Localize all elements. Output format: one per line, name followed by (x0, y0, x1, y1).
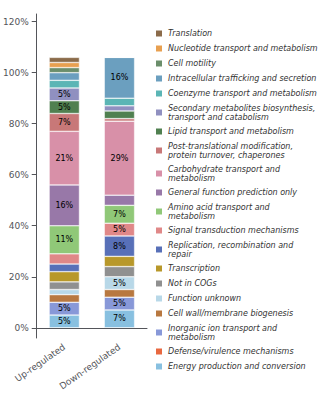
svg-text:7%: 7% (113, 314, 126, 323)
svg-text:Function unknown: Function unknown (168, 294, 241, 303)
svg-text:80%: 80% (9, 119, 29, 129)
svg-text:General function prediction on: General function prediction only (168, 188, 297, 197)
svg-text:Secondary metabolites biosynth: Secondary metabolites biosynthesis, (168, 104, 318, 113)
svg-text:20%: 20% (9, 272, 29, 282)
svg-text:Lipid transport and metabolism: Lipid transport and metabolism (168, 127, 294, 136)
svg-text:Replication, recombination and: Replication, recombination and (168, 241, 296, 250)
svg-text:5%: 5% (113, 279, 126, 288)
svg-text:120%: 120% (3, 17, 29, 27)
svg-text:Transcription: Transcription (168, 264, 220, 273)
svg-text:5%: 5% (58, 317, 71, 326)
svg-text:Cell wall/membrane biogenesis: Cell wall/membrane biogenesis (168, 309, 293, 318)
svg-text:5%: 5% (113, 225, 126, 234)
svg-text:Nucleotide transport and metab: Nucleotide transport and metabolism (168, 44, 318, 53)
svg-text:11%: 11% (55, 235, 73, 244)
svg-text:40%: 40% (9, 221, 29, 231)
svg-text:Inorganic ion transport and: Inorganic ion transport and (168, 324, 280, 333)
svg-text:5%: 5% (113, 299, 126, 308)
svg-text:8%: 8% (113, 242, 126, 251)
svg-text:5%: 5% (58, 90, 71, 99)
svg-text:Post-translational modificatio: Post-translational modification, (168, 142, 295, 151)
svg-text:Up-regulated: Up-regulated (13, 342, 67, 384)
svg-text:7%: 7% (113, 210, 126, 219)
svg-text:Coenzyme transport and metabol: Coenzyme transport and metabolism (168, 89, 317, 98)
svg-text:Intracellular trafficking and: Intracellular trafficking and secretion (168, 74, 316, 83)
svg-text:29%: 29% (111, 154, 129, 163)
svg-text:0%: 0% (14, 323, 29, 333)
svg-text:repair: repair (168, 250, 192, 259)
svg-text:5%: 5% (58, 103, 71, 112)
svg-text:Not in COGs: Not in COGs (168, 279, 217, 288)
svg-text:metabolism: metabolism (168, 174, 215, 183)
svg-text:16%: 16% (55, 201, 73, 210)
svg-text:Signal transduction mechanisms: Signal transduction mechanisms (168, 226, 299, 235)
svg-text:Down-regulated: Down-regulated (58, 342, 123, 392)
svg-text:metabolism: metabolism (168, 212, 215, 221)
svg-text:16%: 16% (111, 73, 129, 82)
svg-text:Translation: Translation (168, 29, 212, 38)
svg-text:60%: 60% (9, 170, 29, 180)
svg-text:Carbohydrate transport and: Carbohydrate transport and (168, 165, 283, 174)
svg-text:21%: 21% (55, 154, 73, 163)
svg-text:metabolism: metabolism (168, 333, 215, 342)
svg-text:100%: 100% (3, 68, 29, 78)
svg-text:7%: 7% (58, 118, 71, 127)
svg-text:protein turnover, chaperones: protein turnover, chaperones (167, 151, 285, 160)
svg-text:Cell motility: Cell motility (168, 59, 216, 68)
svg-text:Defense/virulence mechanisms: Defense/virulence mechanisms (168, 347, 294, 356)
svg-text:transport and catabolism: transport and catabolism (168, 113, 269, 122)
svg-text:Energy production and conversi: Energy production and conversion (168, 362, 306, 371)
svg-text:5%: 5% (58, 304, 71, 313)
svg-text:Amino acid transport and: Amino acid transport and (167, 203, 272, 212)
